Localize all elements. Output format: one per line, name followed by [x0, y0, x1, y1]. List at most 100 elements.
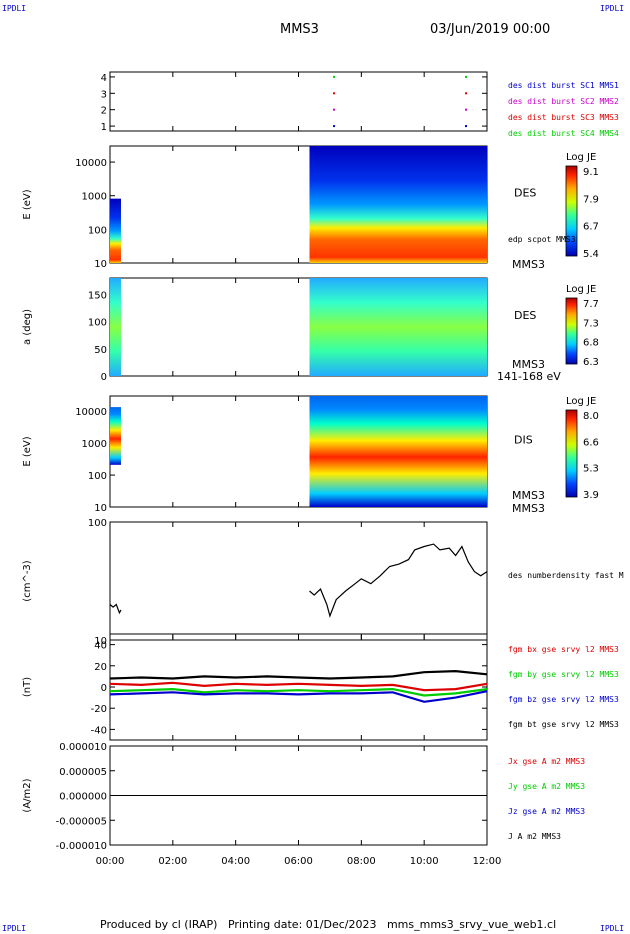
p6-legend-1: fgm by gse srvy l2 MMS3 — [508, 670, 619, 679]
corner-mark-tr: IPDLI — [600, 4, 625, 13]
corner-mark-tl: IPDLI — [2, 4, 27, 13]
p2-block-1 — [309, 146, 487, 263]
p3-colorbar-tick-1: 7.3 — [583, 318, 599, 329]
p1-point-1-1 — [465, 108, 468, 111]
p2-colorbar-tick-2: 6.7 — [583, 222, 599, 233]
p7-xtick-label-3: 06:00 — [284, 856, 313, 867]
p3-ytick-label-2: 100 — [88, 318, 107, 329]
p6-ytick-label-3: 20 — [94, 662, 107, 673]
p6-series-3-seg-0 — [109, 669, 488, 680]
p5-series-0-seg-1 — [309, 543, 488, 618]
p2-colorbar-title: Log JE — [566, 152, 596, 163]
p6-ytick-label-2: 0 — [101, 683, 107, 694]
p4-colorbar — [565, 409, 578, 498]
p1-legend-1: des dist burst SC2 MMS2 — [508, 97, 619, 106]
p3-colorbar-tick-2: 6.8 — [583, 338, 599, 349]
p6-ytick-label-0: -40 — [91, 725, 107, 736]
p3-label2: MMS3 — [512, 358, 545, 371]
p2-colorbar-tick-0: 9.1 — [583, 167, 599, 178]
p4-colorbar-tick-2: 5.3 — [583, 464, 599, 475]
p7-ytick-label-1: -0.000005 — [56, 816, 107, 827]
p1-frame — [109, 71, 488, 132]
p1-point-0-1 — [465, 125, 468, 128]
p4-colorbar-tick-1: 6.6 — [583, 437, 599, 448]
p6-series-1-seg-0 — [109, 687, 488, 697]
p4-ytick-label-0: 10 — [94, 503, 107, 514]
p7-ylabel: (A/m2) — [22, 778, 33, 812]
p4-label2: MMS3 — [512, 489, 545, 502]
p2-colorbar-tick-1: 7.9 — [583, 194, 599, 205]
page-title: MMS3 — [280, 22, 319, 37]
p6-ytick-label-1: -20 — [91, 704, 107, 715]
p4-ytick-label-2: 1000 — [82, 439, 107, 450]
p2-colorbar-tick-3: 5.4 — [583, 249, 599, 260]
p3-ytick-label-0: 0 — [101, 372, 107, 383]
p5-frame — [109, 521, 488, 641]
p7-legend-2: Jz gse A m2 MMS3 — [508, 807, 585, 816]
p2-ytick-label-0: 10 — [94, 259, 107, 270]
corner-mark-br: IPDLI — [600, 924, 625, 933]
p4-ytick-label-3: 10000 — [75, 407, 107, 418]
p1-point-1-0 — [333, 108, 336, 111]
p6-series-2-seg-0 — [109, 690, 488, 703]
p7-ytick-label-4: 0.000010 — [59, 742, 107, 753]
p1-ytick-label-2: 3 — [101, 89, 107, 100]
page-date: 03/Jun/2019 00:00 — [430, 22, 551, 37]
p1-ytick-label-1: 2 — [101, 106, 107, 117]
p4-block-0 — [110, 407, 121, 465]
p6-ylabel: (nT) — [22, 677, 33, 697]
p1-ytick-label-0: 1 — [101, 122, 107, 133]
p7-ytick-label-2: 0.000000 — [59, 792, 107, 803]
p1-legend-0: des dist burst SC1 MMS1 — [508, 81, 619, 90]
p3-colorbar-title: Log JE — [566, 284, 596, 295]
p7-xtick-label-0: 00:00 — [96, 856, 125, 867]
page-footer: Produced by cl (IRAP) Printing date: 01/… — [100, 918, 557, 931]
p1-point-3-0 — [333, 75, 336, 78]
p7-legend-1: Jy gse A m2 MMS3 — [508, 782, 585, 791]
p6-legend-3: fgm bt gse srvy l2 MMS3 — [508, 720, 619, 729]
p6-legend-0: fgm bx gse srvy l2 MMS3 — [508, 645, 619, 654]
p5-ytick-label-0: 10 — [94, 636, 107, 647]
p1-legend-2: des dist burst SC3 MMS3 — [508, 113, 619, 122]
p2-ytick-label-1: 100 — [88, 225, 107, 236]
p2-colorbar — [565, 165, 578, 257]
p3-label1: DES — [514, 309, 536, 322]
p2-ytick-label-3: 10000 — [75, 158, 107, 169]
p7-ytick-label-3: 0.000005 — [59, 767, 107, 778]
p7-xtick-label-1: 02:00 — [158, 856, 187, 867]
p4-block-1 — [309, 396, 487, 507]
p4-label2b: MMS3 — [512, 502, 545, 515]
p3-block-0 — [110, 278, 121, 376]
p7-ytick-label-0: -0.000010 — [56, 841, 107, 852]
p6-ytick-label-4: 40 — [94, 641, 107, 652]
p2-block-0 — [110, 198, 121, 263]
p3-colorbar-tick-3: 6.3 — [583, 357, 599, 368]
p7-xtick-label-4: 08:00 — [347, 856, 376, 867]
p4-ytick-label-1: 100 — [88, 471, 107, 482]
p2-label3: MMS3 — [512, 258, 545, 271]
p4-ylabel: E (eV) — [22, 436, 33, 466]
p2-ytick-label-2: 1000 — [82, 192, 107, 203]
p2-ylabel: E (eV) — [22, 189, 33, 219]
p1-ytick-label-3: 4 — [101, 73, 107, 84]
p1-point-0-0 — [333, 125, 336, 128]
p5-ylabel: (cm^-3) — [22, 560, 33, 601]
p3-ytick-label-3: 150 — [88, 290, 107, 301]
p6-frame — [109, 633, 488, 741]
p5-ytick-label-1: 100 — [88, 518, 107, 529]
p3-label3: 141-168 eV — [497, 370, 561, 383]
corner-mark-bl: IPDLI — [2, 924, 27, 933]
p1-point-3-1 — [465, 75, 468, 78]
p3-ylabel: a (deg) — [22, 309, 33, 345]
p4-colorbar-title: Log JE — [566, 396, 596, 407]
p3-block-1 — [309, 278, 487, 376]
p5-legend-0: des numberdensity fast M — [508, 571, 624, 580]
p7-xtick-label-5: 10:00 — [410, 856, 439, 867]
p7-legend-0: Jx gse A m2 MMS3 — [508, 757, 585, 766]
p7-xtick-label-2: 04:00 — [221, 856, 250, 867]
p6-legend-2: fgm bz gse srvy l2 MMS3 — [508, 695, 619, 704]
p4-label1: DIS — [514, 434, 533, 447]
p1-point-2-0 — [333, 92, 336, 95]
p1-legend-3: des dist burst SC4 MMS4 — [508, 129, 619, 138]
